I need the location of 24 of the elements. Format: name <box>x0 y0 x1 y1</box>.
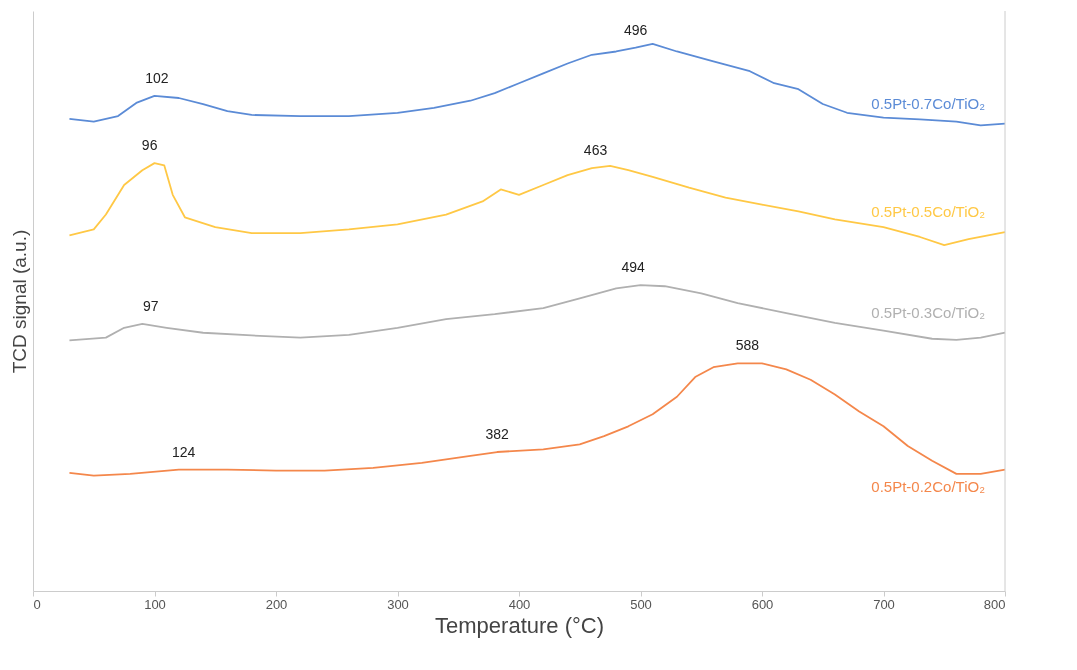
annotation: 463 <box>583 142 608 159</box>
x-tick-label: 700 <box>873 596 895 612</box>
annotation: 382 <box>485 426 510 443</box>
annotation: 124 <box>171 443 196 460</box>
annotation: 496 <box>623 21 648 38</box>
annotation: 96 <box>141 137 158 154</box>
x-axis-title: Temperature (°C) <box>435 612 604 638</box>
x-tick-label: 400 <box>508 596 531 612</box>
annotation: 97 <box>143 297 159 314</box>
x-tick-label: 200 <box>265 596 288 612</box>
annotation: 102 <box>145 69 169 86</box>
annotation: 494 <box>621 259 646 276</box>
series-label: 0.5Pt-0.2Co/TiO₂ <box>871 477 986 495</box>
series-label: 0.5Pt-0.7Co/TiO₂ <box>871 94 986 112</box>
series-label: 0.5Pt-0.5Co/TiO₂ <box>871 203 986 221</box>
x-tick-label: 0 <box>33 596 41 612</box>
x-tick-label: 500 <box>630 596 652 612</box>
x-tick-label: 600 <box>751 596 774 612</box>
annotation: 588 <box>735 337 760 354</box>
y-axis-title: TCD signal (a.u.) <box>8 229 30 374</box>
x-tick-label: 300 <box>387 596 409 612</box>
x-tick-label: 800 <box>983 596 1006 612</box>
x-tick-label: 100 <box>144 596 166 612</box>
series-label: 0.5Pt-0.3Co/TiO₂ <box>871 303 986 321</box>
